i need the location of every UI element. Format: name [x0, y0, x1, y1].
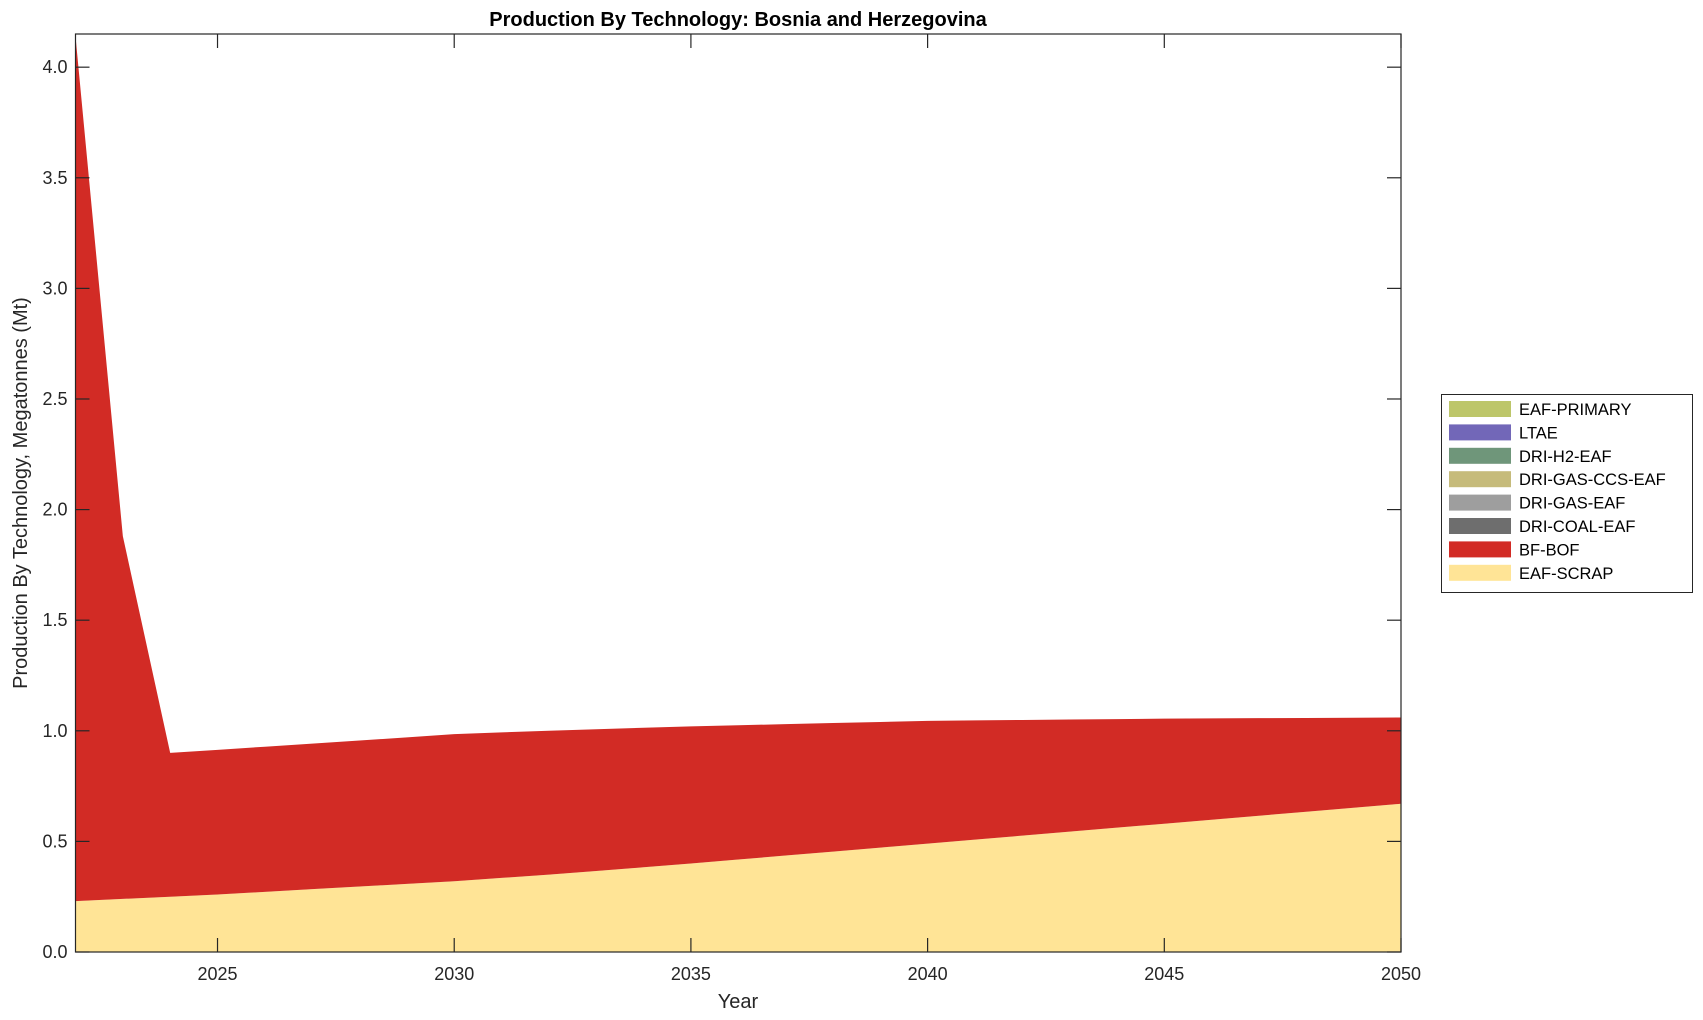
area-ltae [75, 36, 1401, 753]
x-axis-label: Year [718, 991, 759, 1013]
x-tick-label: 2030 [434, 964, 474, 984]
area-dri-gas-ccs-eaf [75, 36, 1401, 753]
y-tick-label: 0.5 [42, 831, 67, 851]
plot-frame [74, 33, 1402, 953]
legend-label: LTAE [1519, 424, 1558, 442]
y-tick-label: 1.0 [42, 721, 67, 741]
plot-areas [75, 36, 1401, 952]
y-tick-label: 3.0 [42, 278, 67, 298]
legend-swatch-dri-gas-ccs-eaf [1449, 471, 1511, 488]
y-tick-label: 1.5 [42, 610, 67, 630]
legend-swatch-bf-bof [1449, 541, 1511, 558]
legend-label: DRI-GAS-EAF [1519, 495, 1625, 513]
x-tick-label: 2040 [908, 964, 948, 984]
legend-swatch-eaf-primary [1449, 401, 1511, 417]
x-tick-label: 2035 [671, 964, 711, 984]
legend-label: EAF-PRIMARY [1519, 401, 1631, 419]
legend-label: BF-BOF [1519, 541, 1580, 559]
legend-swatch-dri-coal-eaf [1449, 518, 1511, 534]
area-eaf-primary [75, 36, 1401, 753]
legend-label: DRI-COAL-EAF [1519, 518, 1635, 536]
y-axis-label: Production By Technology, Megatonnes (Mt… [10, 297, 32, 689]
legend-label: EAF-SCRAP [1519, 565, 1613, 583]
legend-label: DRI-H2-EAF [1519, 448, 1612, 466]
legend-swatch-eaf-scrap [1449, 564, 1511, 581]
legend: EAF-PRIMARY LTAE DRI-H2-EAF DRI-GAS-CCS-EAF… [1441, 394, 1693, 593]
x-tick-label: 2025 [197, 964, 237, 984]
chart-title: Production By Technology: Bosnia and Her… [489, 9, 987, 31]
y-tick-label: 3.5 [42, 168, 67, 188]
area-bf-bof [75, 36, 1401, 902]
area-dri-coal-eaf [75, 36, 1401, 753]
y-tick-label: 2.5 [42, 389, 67, 409]
legend-swatch-dri-gas-eaf [1449, 494, 1511, 511]
x-tick-label: 2050 [1381, 964, 1421, 984]
legend-swatch-dri-h2-eaf [1449, 447, 1511, 464]
y-tick-label: 4.0 [42, 57, 67, 77]
legend-label: DRI-GAS-CCS-EAF [1519, 471, 1666, 489]
y-tick-label: 2.0 [42, 500, 67, 520]
legend-box [1441, 394, 1693, 593]
legend-swatch-ltae [1449, 424, 1511, 441]
x-tick-label: 2045 [1144, 964, 1184, 984]
area-dri-gas-eaf [75, 36, 1401, 753]
area-eaf-scrap [75, 803, 1401, 952]
area-dri-h2-eaf [75, 36, 1401, 753]
y-tick-label: 0.0 [42, 942, 67, 962]
axis-ticks: 2025 2030 2035 2040 2045 2050 0.0 0.5 1.0 1.5 2.0 2… [42, 34, 1421, 984]
